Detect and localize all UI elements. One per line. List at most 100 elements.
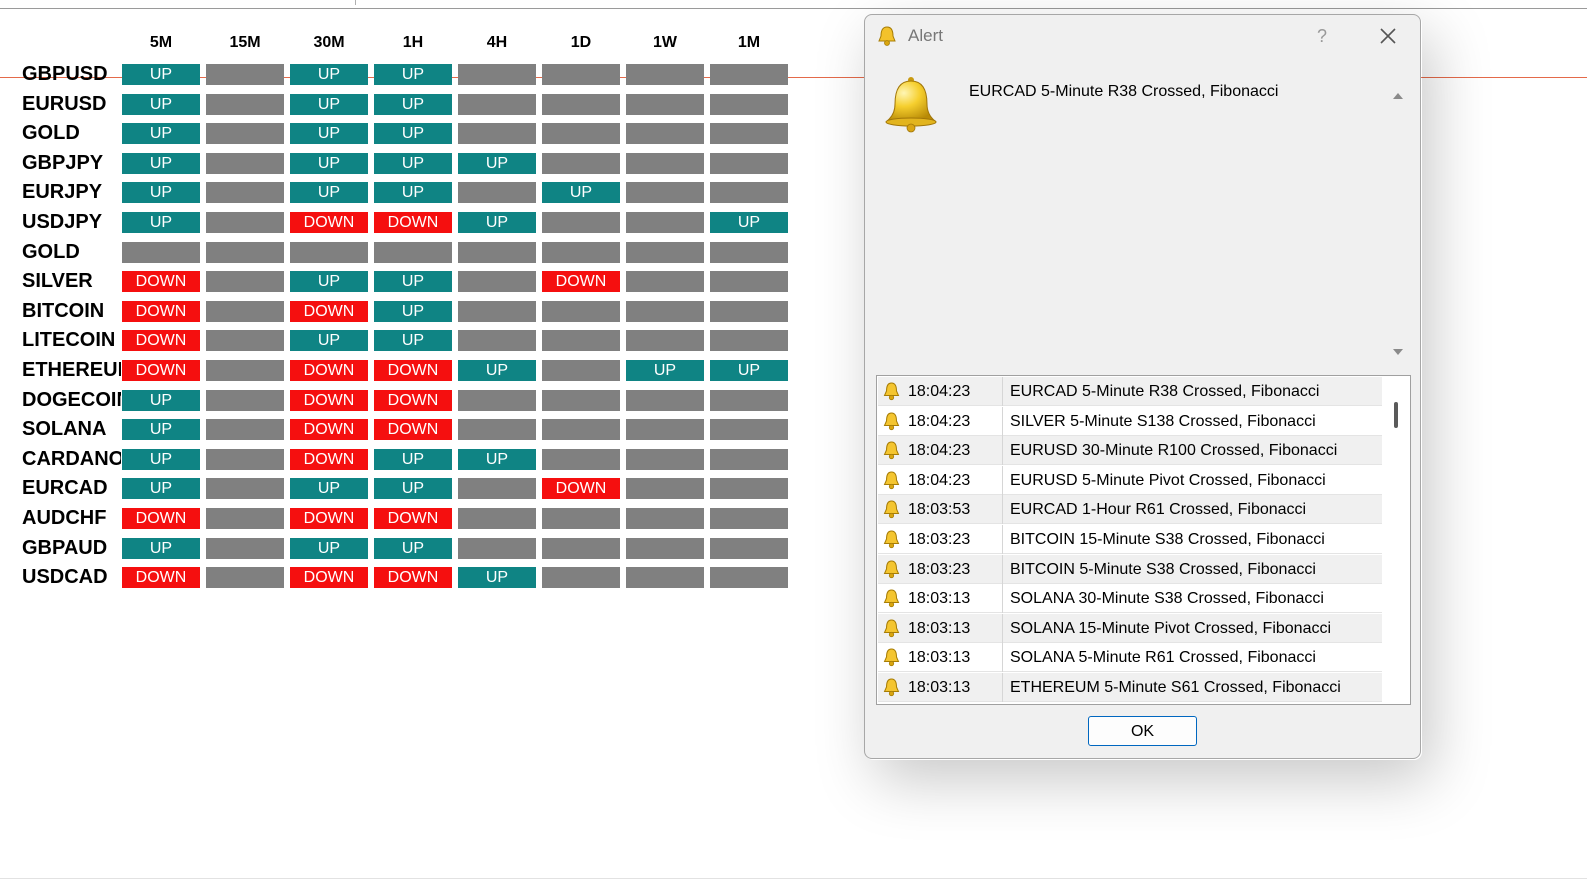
alert-text: EURUSD 5-Minute Pivot Crossed, Fibonacci [1010,471,1326,489]
trend-cell: UP [374,449,452,470]
alert-list-row[interactable]: 18:03:13 SOLANA 30-Minute S38 Crossed, Fi… [878,584,1382,614]
symbol-label: GOLD [22,122,80,144]
trend-cell [206,538,284,559]
bell-icon [882,499,901,519]
trend-cell [542,212,620,233]
trend-cell [458,242,536,263]
ok-button[interactable]: OK [1088,716,1197,746]
trend-cell: DOWN [290,567,368,588]
trend-cell: DOWN [290,508,368,529]
trend-cell [710,538,788,559]
column-separator [1002,377,1003,406]
trend-cell [626,301,704,322]
scrollbar-thumb[interactable] [1394,402,1398,428]
column-header-5m: 5M [149,34,173,51]
trend-cell [710,390,788,411]
alert-time: 18:04:23 [908,471,971,489]
trend-cell [458,330,536,351]
bell-icon [882,677,901,697]
column-separator [1002,673,1003,702]
bell-icon [882,618,901,638]
trend-cell [206,567,284,588]
trend-cell [626,94,704,115]
price-line-right [1421,77,1587,78]
trend-cell: UP [290,94,368,115]
trend-cell: UP [374,182,452,203]
bell-icon [882,381,901,401]
trend-cell [710,153,788,174]
trend-cell: UP [710,212,788,233]
trend-cell: UP [374,330,452,351]
symbol-label: GBPAUD [22,537,108,559]
trend-cell: UP [290,538,368,559]
trend-cell: DOWN [374,567,452,588]
trend-cell: UP [122,449,200,470]
symbol-label: SILVER [22,270,93,292]
trend-cell [542,242,620,263]
trend-cell [542,64,620,85]
alert-list-row[interactable]: 18:03:13 ETHEREUM 5-Minute S61 Crossed, F… [878,673,1382,702]
trend-cell: UP [374,478,452,499]
trend-cell [710,419,788,440]
list-scrollbar[interactable] [1382,376,1410,704]
alert-list-row[interactable]: 18:03:13 SOLANA 15-Minute Pivot Crossed, … [878,613,1382,643]
trend-cell: UP [122,212,200,233]
close-icon[interactable] [1375,23,1401,49]
trend-cell: UP [122,538,200,559]
trend-cell: UP [122,123,200,144]
bell-icon [882,588,901,608]
alert-list-row[interactable]: 18:03:23 BITCOIN 5-Minute S38 Crossed, Fi… [878,554,1382,584]
symbol-label: EURUSD [22,93,107,115]
trend-cell [542,538,620,559]
trend-cell [458,94,536,115]
alert-list-row[interactable]: 18:03:13 SOLANA 5-Minute R61 Crossed, Fib… [878,643,1382,673]
trend-cell: UP [290,123,368,144]
column-separator [1002,525,1003,554]
symbol-label: EURJPY [22,181,103,203]
trend-cell: DOWN [122,360,200,381]
trend-cell: DOWN [290,212,368,233]
trend-cell: UP [122,153,200,174]
column-separator [1002,554,1003,584]
trend-cell: DOWN [374,390,452,411]
trend-cell: DOWN [122,567,200,588]
alert-list-row[interactable]: 18:04:23 SILVER 5-Minute S138 Crossed, Fi… [878,406,1382,436]
bell-icon [882,411,901,431]
trend-cell: UP [542,182,620,203]
alert-list-row[interactable]: 18:04:23 EURUSD 30-Minute R100 Crossed, F… [878,436,1382,466]
alert-time: 18:03:23 [908,560,971,578]
trend-cell [206,212,284,233]
alert-history-list[interactable]: 18:03:13 ETHEREUM 5-Minute S61 Crossed, F… [876,375,1411,705]
symbol-label: CARDANO [22,448,121,470]
trend-cell [626,508,704,529]
trend-cell [626,419,704,440]
scroll-down-arrow-icon[interactable] [1391,345,1405,359]
alert-list-row[interactable]: 18:03:23 BITCOIN 15-Minute S38 Crossed, F… [878,525,1382,554]
trend-cell: UP [290,182,368,203]
trend-cell [206,360,284,381]
alert-list-row[interactable]: 18:03:53 EURCAD 1-Hour R61 Crossed, Fibon… [878,495,1382,525]
trend-cell [542,123,620,144]
symbol-label: DOGECOIN [22,389,121,411]
trend-cell [458,538,536,559]
alert-list-row[interactable]: 18:04:23 EURCAD 5-Minute R38 Crossed, Fib… [878,377,1382,406]
trend-cell [626,449,704,470]
column-header-4h: 4H [486,34,508,51]
bell-icon [882,470,901,490]
trend-cell [626,64,704,85]
trend-cell: UP [374,301,452,322]
trend-cell [542,567,620,588]
trend-cell [458,390,536,411]
alert-list-row[interactable]: 18:04:23 EURUSD 5-Minute Pivot Crossed, F… [878,465,1382,495]
trend-cell [542,390,620,411]
symbol-label: AUDCHF [22,507,107,529]
trend-cell [206,330,284,351]
trend-cell [206,390,284,411]
help-button[interactable]: ? [1316,26,1327,46]
scroll-up-arrow-icon[interactable] [1391,89,1405,103]
trend-cell [206,478,284,499]
trend-cell: UP [290,153,368,174]
trend-cell [710,478,788,499]
column-separator [1002,436,1003,466]
alert-time: 18:03:13 [908,619,971,637]
